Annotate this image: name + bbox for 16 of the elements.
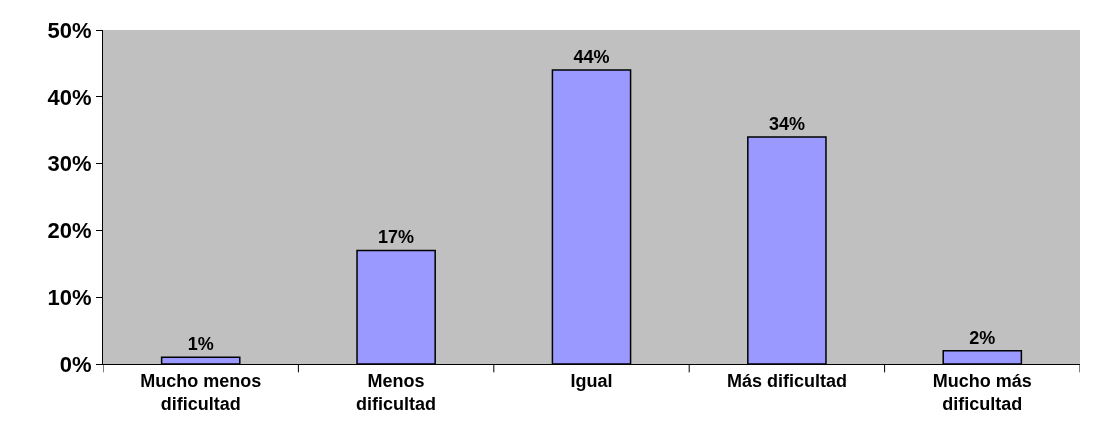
x-tick-label: Mucho menos dificultad xyxy=(140,370,262,414)
y-tick-label: 30% xyxy=(47,151,92,177)
y-tick-label: 50% xyxy=(47,17,92,43)
x-tick-label: Mucho más dificultad xyxy=(932,370,1032,414)
data-label: 2% xyxy=(969,327,996,348)
y-tick-label: 10% xyxy=(47,284,92,310)
x-tick-label: Igual xyxy=(570,370,613,391)
x-tick-label: Menos dificultad xyxy=(356,370,437,414)
y-tick-label: 40% xyxy=(47,84,92,110)
data-label: 44% xyxy=(573,47,610,68)
data-label: 34% xyxy=(768,113,805,134)
y-tick-label: 20% xyxy=(47,218,92,244)
y-tick-label: 0% xyxy=(59,351,92,377)
data-label: 1% xyxy=(187,334,214,355)
x-tick-label: Más dificultad xyxy=(726,370,847,391)
data-label: 17% xyxy=(378,227,415,248)
